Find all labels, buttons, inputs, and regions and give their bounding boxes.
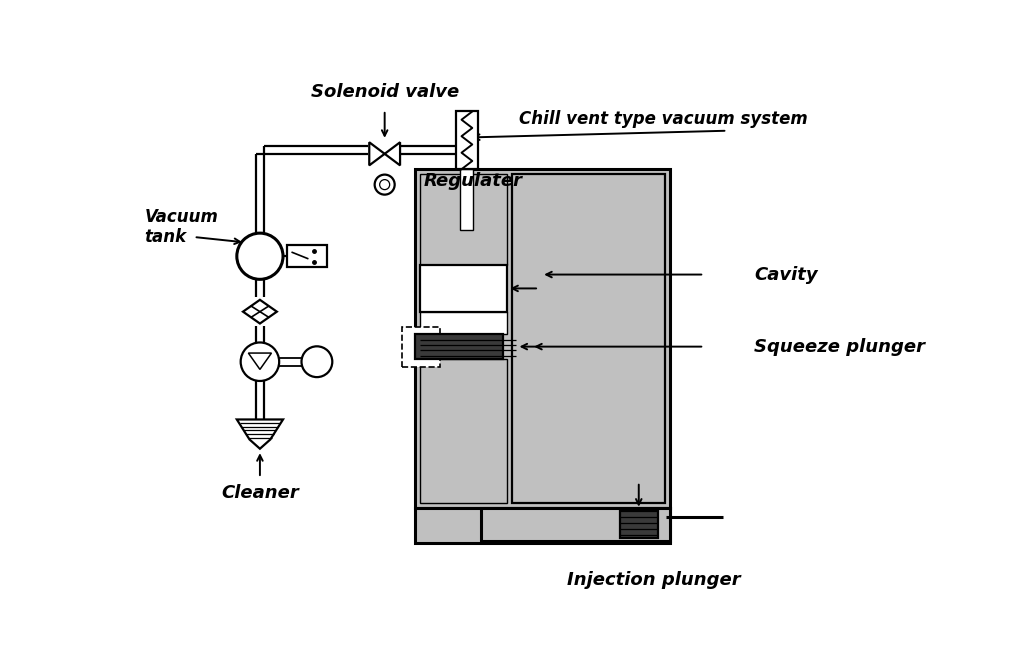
Polygon shape xyxy=(243,300,276,323)
Bar xyxy=(420,359,508,503)
Bar xyxy=(512,174,665,503)
Circle shape xyxy=(375,174,394,195)
Circle shape xyxy=(380,180,390,189)
Polygon shape xyxy=(249,353,271,370)
Bar xyxy=(481,508,670,541)
Bar xyxy=(420,174,508,265)
Circle shape xyxy=(237,233,283,279)
Text: Chill vent type vacuum system: Chill vent type vacuum system xyxy=(519,110,808,128)
Bar xyxy=(287,246,327,267)
Polygon shape xyxy=(370,142,385,165)
Bar xyxy=(461,169,473,231)
Bar xyxy=(401,326,440,366)
Text: Solenoid valve: Solenoid valve xyxy=(310,83,459,101)
Bar xyxy=(416,334,503,359)
Circle shape xyxy=(301,346,333,377)
Bar xyxy=(456,112,477,169)
Bar xyxy=(420,311,508,334)
Text: Squeeze plunger: Squeeze plunger xyxy=(755,338,926,356)
Text: Cavity: Cavity xyxy=(755,266,818,283)
Bar xyxy=(416,169,670,508)
Text: Injection plunger: Injection plunger xyxy=(567,571,741,590)
Text: Vacuum
tank: Vacuum tank xyxy=(144,208,218,246)
Polygon shape xyxy=(385,142,400,165)
Circle shape xyxy=(241,342,280,381)
Bar xyxy=(620,511,658,538)
Bar xyxy=(420,265,508,311)
Text: Cleaner: Cleaner xyxy=(221,485,299,502)
Polygon shape xyxy=(237,419,283,449)
Text: Regulater: Regulater xyxy=(423,172,522,190)
Bar xyxy=(416,508,670,543)
